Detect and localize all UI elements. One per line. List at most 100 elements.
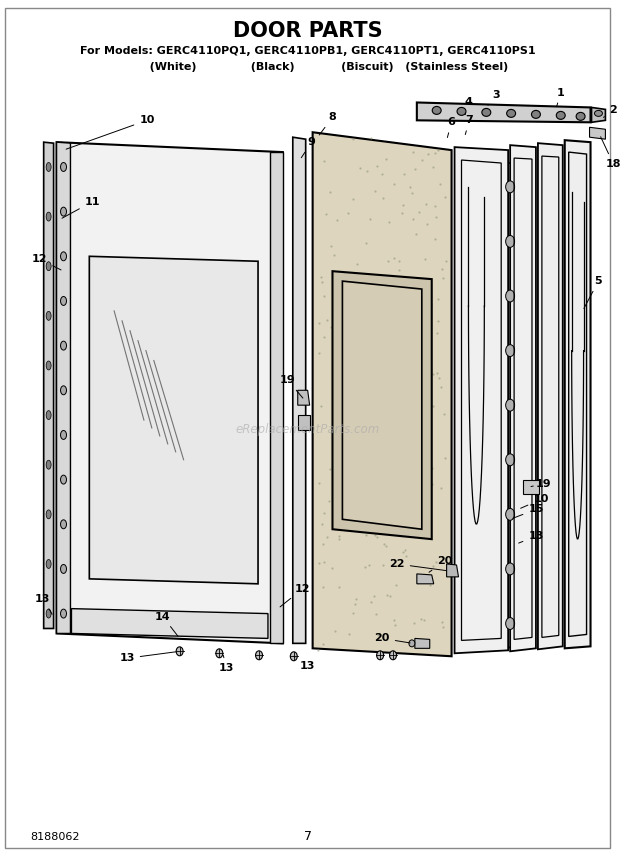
Ellipse shape [46, 163, 51, 171]
Text: 19: 19 [531, 479, 552, 489]
Text: (White)              (Black)            (Biscuit)   (Stainless Steel): (White) (Black) (Biscuit) (Stainless Ste… [107, 62, 508, 72]
Ellipse shape [46, 461, 51, 469]
Ellipse shape [46, 609, 51, 618]
Ellipse shape [61, 386, 66, 395]
Ellipse shape [576, 112, 585, 121]
Text: 4: 4 [464, 98, 472, 115]
Polygon shape [446, 564, 459, 577]
Polygon shape [298, 390, 309, 405]
Polygon shape [89, 256, 258, 584]
Polygon shape [270, 152, 283, 644]
Ellipse shape [61, 609, 66, 618]
Ellipse shape [216, 649, 223, 657]
Text: 1: 1 [557, 87, 565, 107]
Text: 22: 22 [389, 559, 446, 571]
Ellipse shape [556, 111, 565, 119]
Ellipse shape [61, 564, 66, 574]
Ellipse shape [46, 560, 51, 568]
Text: 10: 10 [66, 116, 154, 149]
Polygon shape [312, 132, 451, 657]
Ellipse shape [61, 296, 66, 306]
Text: 8188062: 8188062 [30, 832, 79, 842]
Text: 13: 13 [294, 657, 316, 671]
Ellipse shape [46, 361, 51, 370]
Text: 7: 7 [304, 830, 312, 843]
Text: 19: 19 [280, 376, 303, 398]
Text: For Models: GERC4110PQ1, GERC4110PB1, GERC4110PT1, GERC4110PS1: For Models: GERC4110PQ1, GERC4110PB1, GE… [80, 46, 536, 56]
Polygon shape [298, 415, 309, 430]
Ellipse shape [61, 163, 66, 171]
Ellipse shape [46, 510, 51, 519]
Ellipse shape [506, 235, 515, 247]
Ellipse shape [46, 411, 51, 419]
Text: 20: 20 [374, 633, 410, 644]
Text: 7: 7 [465, 116, 473, 134]
Polygon shape [523, 479, 539, 494]
Polygon shape [538, 143, 563, 650]
Text: eReplacementParts.com: eReplacementParts.com [236, 424, 380, 437]
Ellipse shape [506, 399, 515, 411]
Text: 12: 12 [32, 254, 61, 270]
Text: 3: 3 [488, 90, 500, 105]
Ellipse shape [506, 563, 515, 575]
Text: 13: 13 [120, 651, 177, 663]
Polygon shape [417, 103, 590, 122]
Text: 5: 5 [584, 276, 602, 308]
Ellipse shape [506, 290, 515, 302]
Text: 13: 13 [219, 656, 234, 673]
Ellipse shape [46, 212, 51, 221]
Text: 2: 2 [603, 105, 618, 117]
Ellipse shape [61, 475, 66, 484]
Polygon shape [454, 147, 508, 653]
Text: 18: 18 [601, 137, 620, 169]
Polygon shape [56, 142, 283, 644]
Ellipse shape [595, 110, 603, 116]
Polygon shape [293, 137, 306, 644]
Polygon shape [332, 271, 432, 539]
Text: 14: 14 [155, 611, 178, 636]
Ellipse shape [46, 262, 51, 270]
Polygon shape [417, 574, 434, 584]
Polygon shape [565, 140, 590, 648]
Text: 13: 13 [519, 532, 544, 543]
Ellipse shape [506, 508, 515, 520]
Text: 10: 10 [521, 495, 549, 508]
Polygon shape [590, 128, 605, 140]
Polygon shape [591, 107, 605, 122]
Text: 13: 13 [35, 594, 52, 615]
Polygon shape [501, 162, 519, 648]
Text: DOOR PARTS: DOOR PARTS [233, 21, 383, 41]
Ellipse shape [389, 651, 397, 660]
Ellipse shape [376, 651, 384, 660]
Ellipse shape [409, 640, 415, 647]
Ellipse shape [46, 312, 51, 320]
Ellipse shape [506, 454, 515, 466]
Text: 15: 15 [513, 504, 544, 519]
Ellipse shape [61, 252, 66, 261]
Text: 20: 20 [429, 556, 453, 573]
Ellipse shape [290, 651, 297, 661]
Text: 6: 6 [448, 117, 456, 138]
Ellipse shape [506, 181, 515, 193]
Ellipse shape [482, 109, 491, 116]
Ellipse shape [61, 207, 66, 216]
Polygon shape [43, 142, 53, 628]
Ellipse shape [507, 110, 516, 117]
Ellipse shape [506, 345, 515, 357]
Ellipse shape [176, 647, 183, 656]
Polygon shape [56, 142, 71, 633]
Ellipse shape [255, 651, 262, 660]
Text: 9: 9 [301, 137, 316, 158]
Ellipse shape [432, 106, 441, 115]
Ellipse shape [61, 520, 66, 529]
Text: 8: 8 [319, 112, 337, 135]
Polygon shape [510, 146, 536, 651]
Polygon shape [342, 281, 422, 529]
Ellipse shape [61, 431, 66, 439]
Polygon shape [71, 609, 268, 639]
Text: 12: 12 [280, 584, 311, 607]
Ellipse shape [457, 107, 466, 116]
Ellipse shape [531, 110, 541, 118]
Ellipse shape [61, 342, 66, 350]
Ellipse shape [506, 617, 515, 629]
